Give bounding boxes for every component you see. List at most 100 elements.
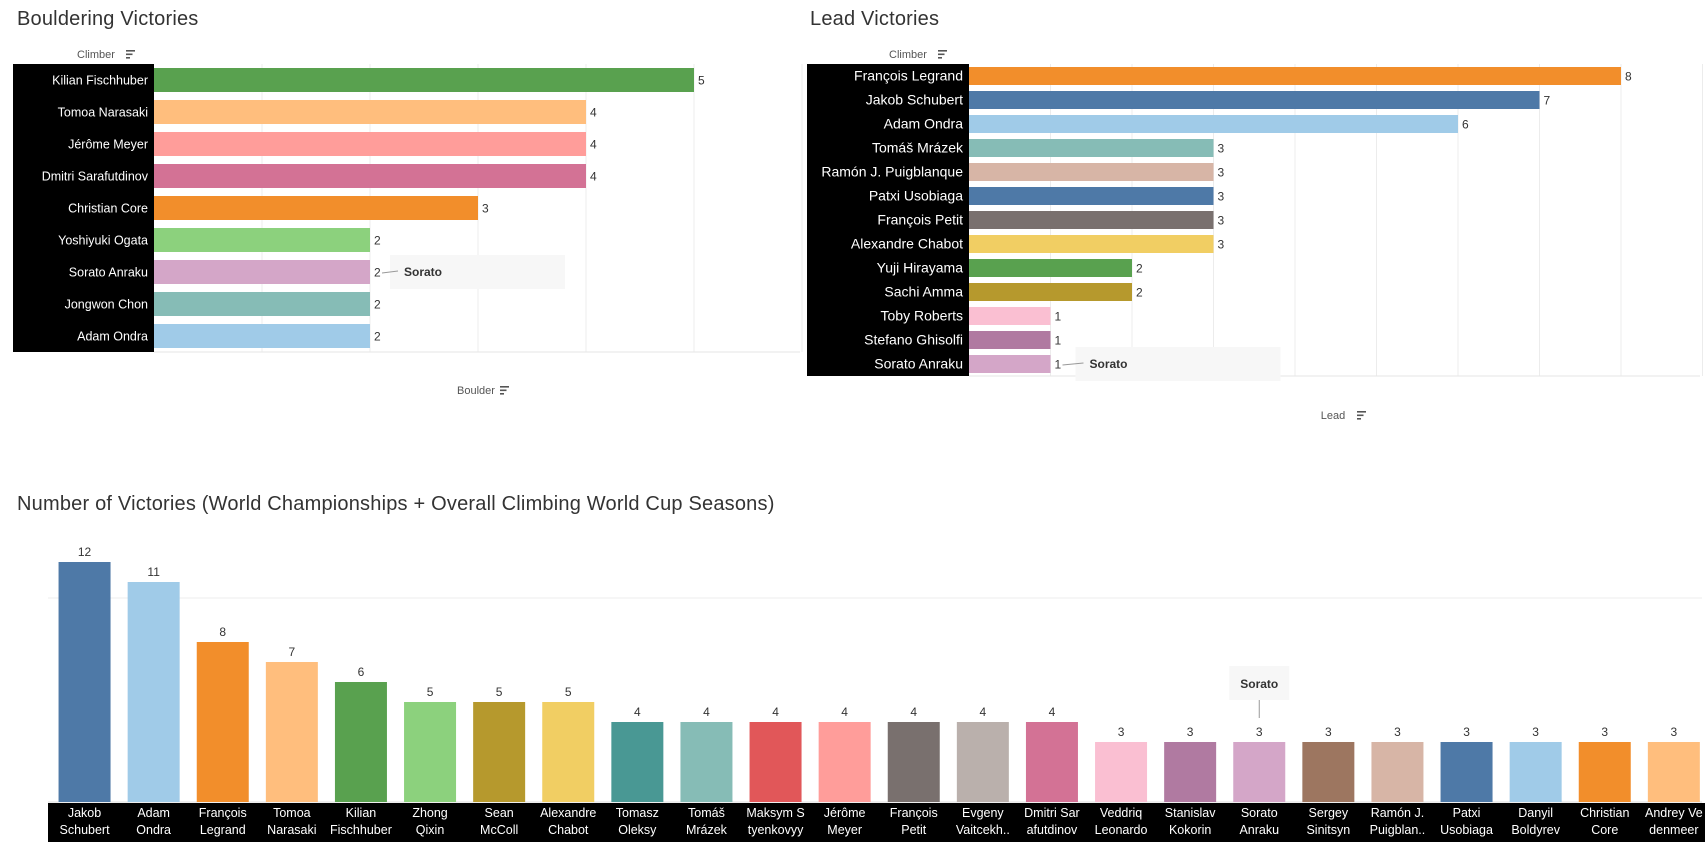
bar-tomasz-oleksy[interactable] bbox=[611, 722, 664, 802]
x-axis-sort-icon[interactable] bbox=[1357, 411, 1366, 420]
bar-stefano-ghisolfi[interactable] bbox=[969, 331, 1051, 349]
bar-j-r-me-meyer[interactable] bbox=[154, 132, 586, 156]
category-label-line: Petit bbox=[901, 823, 927, 837]
climber-column-header[interactable]: Climber bbox=[77, 49, 115, 61]
bar-dmitri-sarafutdinov[interactable] bbox=[154, 164, 586, 188]
bar-sorato-anraku[interactable] bbox=[154, 260, 370, 284]
category-label-line: Stanislav bbox=[1165, 806, 1216, 820]
bar-jakob-schubert[interactable] bbox=[58, 562, 111, 802]
value-label-adam-ondra: 6 bbox=[1462, 118, 1469, 132]
category-label-line: Zhong bbox=[412, 806, 447, 820]
bar-tomoa-narasaki[interactable] bbox=[154, 100, 586, 124]
x-axis-title[interactable]: Lead bbox=[1321, 410, 1345, 422]
bar-maksym-s-tyenkovyy[interactable] bbox=[749, 722, 802, 802]
category-label-j-r-me-meyer: Jérôme Meyer bbox=[824, 806, 866, 837]
row-label-tom-mr-zek: Tomáš Mrázek bbox=[872, 140, 964, 156]
bar-ram-n-j-puigblan[interactable] bbox=[1371, 742, 1424, 802]
bar-alexandre-chabot[interactable] bbox=[542, 702, 595, 802]
category-label-line: Narasaki bbox=[267, 823, 316, 837]
category-label-line: denmeer bbox=[1649, 823, 1698, 837]
category-label-line: Leonardo bbox=[1095, 823, 1148, 837]
bar-kilian-fischhuber[interactable] bbox=[154, 68, 694, 92]
row-label-yoshiyuki-ogata: Yoshiyuki Ogata bbox=[58, 234, 148, 248]
annotation-box bbox=[390, 255, 565, 289]
bar-christian-core[interactable] bbox=[1578, 742, 1631, 802]
category-label-dmitri-sar-afutdinov: Dmitri Sar afutdinov bbox=[1024, 806, 1080, 837]
bar-patxi-usobiaga[interactable] bbox=[969, 187, 1214, 205]
row-label-dmitri-sarafutdinov: Dmitri Sarafutdinov bbox=[42, 170, 149, 184]
category-label-line: Boldyrev bbox=[1511, 823, 1560, 837]
bar-zhong-qixin[interactable] bbox=[404, 702, 457, 802]
bar-christian-core[interactable] bbox=[154, 196, 478, 220]
bar-fran-ois-legrand[interactable] bbox=[196, 642, 249, 802]
x-axis-sort-icon[interactable] bbox=[500, 386, 509, 395]
row-label-jakob-schubert: Jakob Schubert bbox=[866, 92, 963, 108]
bar-evgeny-vaitcekh[interactable] bbox=[956, 722, 1009, 802]
category-label-line: Puigblan.. bbox=[1370, 823, 1426, 837]
row-label-christian-core: Christian Core bbox=[68, 202, 148, 216]
value-label-j-r-me-meyer: 4 bbox=[841, 705, 848, 719]
bar-ram-n-j-puigblanque[interactable] bbox=[969, 163, 1214, 181]
climber-column-header[interactable]: Climber bbox=[889, 49, 927, 61]
value-label-dmitri-sarafutdinov: 4 bbox=[590, 170, 597, 184]
bar-dmitri-sar-afutdinov[interactable] bbox=[1025, 722, 1078, 802]
category-label-evgeny-vaitcekh: Evgeny Vaitcekh.. bbox=[956, 806, 1010, 837]
sort-icon-line bbox=[938, 50, 947, 52]
bar-jongwon-chon[interactable] bbox=[154, 292, 370, 316]
bar-adam-ondra[interactable] bbox=[127, 582, 180, 802]
bar-sergey-sinitsyn[interactable] bbox=[1302, 742, 1355, 802]
climber-sort-icon[interactable] bbox=[938, 50, 947, 59]
bar-kilian-fischhuber[interactable] bbox=[334, 682, 387, 802]
bar-yoshiyuki-ogata[interactable] bbox=[154, 228, 370, 252]
value-label-sergey-sinitsyn: 3 bbox=[1325, 725, 1332, 739]
bar-sorato-anraku[interactable] bbox=[969, 355, 1051, 373]
bar-sean-mccoll[interactable] bbox=[473, 702, 526, 802]
bar-fran-ois-legrand[interactable] bbox=[969, 67, 1621, 85]
x-axis-title[interactable]: Boulder bbox=[457, 385, 495, 397]
total-chart-title: Number of Victories (World Championships… bbox=[17, 493, 775, 515]
bar-sorato-anraku[interactable] bbox=[1233, 742, 1286, 802]
bar-adam-ondra[interactable] bbox=[154, 324, 370, 348]
bar-veddriq-leonardo[interactable] bbox=[1095, 742, 1148, 802]
climber-label-column bbox=[807, 64, 969, 376]
category-label-line: Maksym S bbox=[746, 806, 804, 820]
value-label-christian-core: 3 bbox=[482, 202, 489, 216]
category-label-line: Tomáš bbox=[688, 806, 725, 820]
sort-icon-line bbox=[938, 57, 942, 59]
row-label-fran-ois-legrand: François Legrand bbox=[854, 68, 963, 84]
bar-yuji-hirayama[interactable] bbox=[969, 259, 1132, 277]
bar-tom-mr-zek[interactable] bbox=[680, 722, 733, 802]
value-label-dmitri-sar-afutdinov: 4 bbox=[1049, 705, 1056, 719]
annotation-label: Sorato bbox=[404, 265, 442, 279]
category-label-line: Usobiaga bbox=[1440, 823, 1493, 837]
bar-tom-mr-zek[interactable] bbox=[969, 139, 1214, 157]
value-label-alexandre-chabot: 3 bbox=[1218, 238, 1225, 252]
category-label-line: Ondra bbox=[136, 823, 171, 837]
bar-patxi-usobiaga[interactable] bbox=[1440, 742, 1493, 802]
bar-danyil-boldyrev[interactable] bbox=[1509, 742, 1562, 802]
bar-alexandre-chabot[interactable] bbox=[969, 235, 1214, 253]
bar-toby-roberts[interactable] bbox=[969, 307, 1051, 325]
lead-chart-title: Lead Victories bbox=[810, 8, 940, 30]
bar-andrey-ve-denmeer[interactable] bbox=[1647, 742, 1700, 802]
bar-fran-ois-petit[interactable] bbox=[887, 722, 940, 802]
bar-adam-ondra[interactable] bbox=[969, 115, 1458, 133]
bar-jakob-schubert[interactable] bbox=[969, 91, 1540, 109]
bar-j-r-me-meyer[interactable] bbox=[818, 722, 871, 802]
category-label-fran-ois-legrand: François Legrand bbox=[199, 806, 247, 837]
row-label-stefano-ghisolfi: Stefano Ghisolfi bbox=[864, 332, 963, 348]
bar-tomoa-narasaki[interactable] bbox=[265, 662, 318, 802]
climber-sort-icon[interactable] bbox=[126, 50, 135, 59]
value-label-danyil-boldyrev: 3 bbox=[1532, 725, 1539, 739]
bar-fran-ois-petit[interactable] bbox=[969, 211, 1214, 229]
sort-icon-line bbox=[1357, 411, 1366, 413]
bar-sachi-amma[interactable] bbox=[969, 283, 1132, 301]
value-label-fran-ois-petit: 4 bbox=[910, 705, 917, 719]
sort-icon-line bbox=[126, 57, 130, 59]
bar-stanislav-kokorin[interactable] bbox=[1164, 742, 1217, 802]
value-label-christian-core: 3 bbox=[1601, 725, 1608, 739]
category-label-line: Veddriq bbox=[1100, 806, 1142, 820]
row-label-patxi-usobiaga: Patxi Usobiaga bbox=[869, 188, 963, 204]
sort-icon-line bbox=[126, 50, 135, 52]
value-label-jakob-schubert: 12 bbox=[78, 545, 92, 559]
